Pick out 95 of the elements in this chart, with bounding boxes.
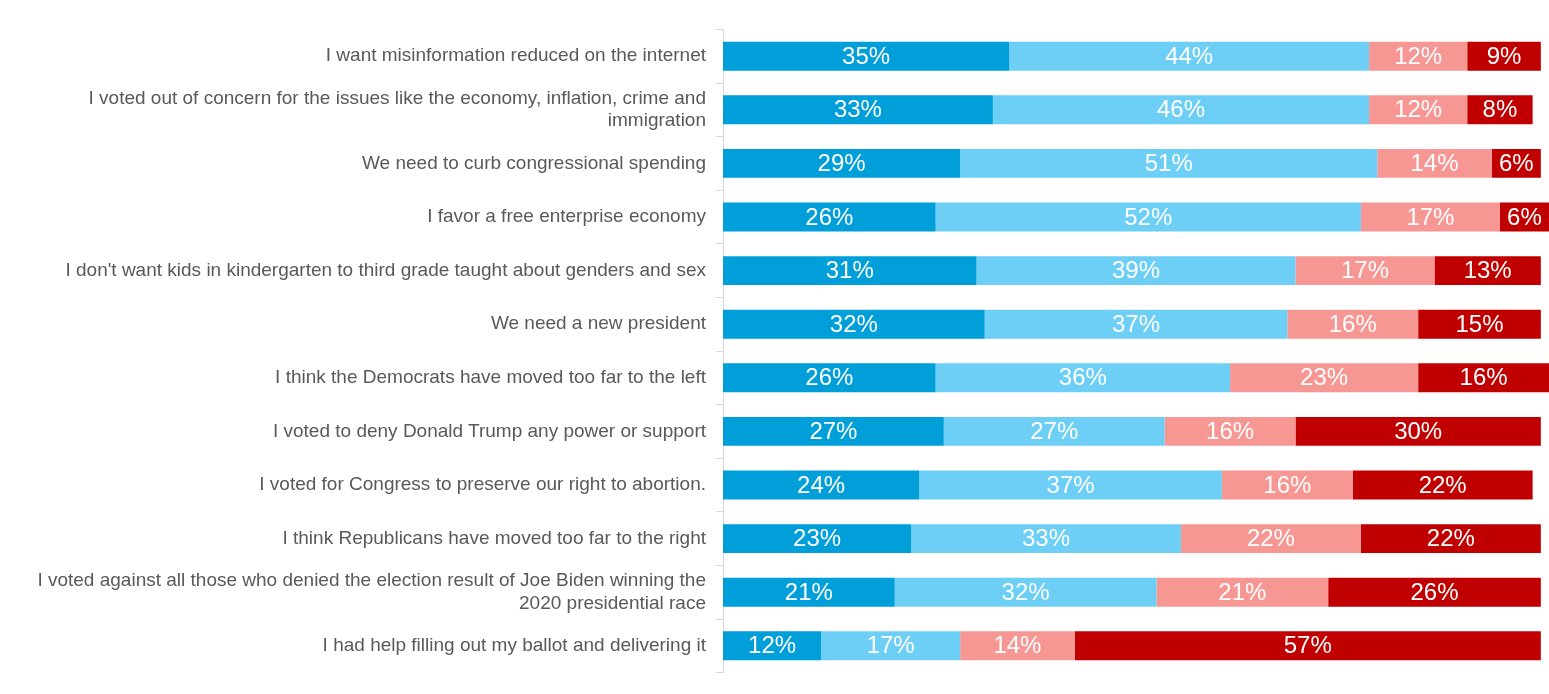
bar bbox=[723, 256, 977, 286]
data-label: 33% bbox=[1022, 524, 1071, 552]
data-label: 46% bbox=[1156, 95, 1205, 123]
bar bbox=[1156, 577, 1329, 607]
y-tick-label: I voted against all those who denied the election result of Joe Biden winning the 2020 presidential race bbox=[37, 569, 706, 613]
data-label: 57% bbox=[1283, 631, 1332, 659]
data-label: 21% bbox=[784, 577, 833, 605]
data-label: 16% bbox=[1328, 309, 1377, 337]
bar bbox=[723, 148, 961, 178]
y-tick-label: I voted for Congress to preserve our right to abortion. bbox=[259, 473, 706, 495]
bar bbox=[1328, 577, 1541, 607]
bar bbox=[1418, 309, 1541, 339]
bar bbox=[1230, 363, 1419, 393]
bar bbox=[960, 631, 1075, 661]
bar bbox=[723, 202, 936, 232]
bar bbox=[919, 470, 1222, 500]
data-label: 27% bbox=[809, 417, 858, 445]
bar bbox=[723, 363, 936, 393]
data-label: 33% bbox=[833, 95, 882, 123]
bar bbox=[984, 309, 1288, 339]
bar bbox=[1295, 256, 1435, 286]
y-tick-label: We need to curb congressional spending bbox=[362, 151, 706, 173]
y-tick-label: I want misinformation reduced on the internet bbox=[325, 44, 707, 66]
data-label: 14% bbox=[993, 631, 1042, 659]
bar bbox=[1009, 41, 1370, 71]
y-tick-label: I favor a free enterprise economy bbox=[427, 205, 707, 227]
bar bbox=[723, 309, 985, 339]
bar bbox=[821, 631, 961, 661]
data-label: 44% bbox=[1165, 41, 1214, 69]
bar bbox=[935, 202, 1361, 232]
data-label: 21% bbox=[1218, 577, 1267, 605]
y-tick-label: I had help filling out my ballot and delivering it bbox=[322, 634, 707, 656]
bar bbox=[943, 416, 1165, 446]
data-label: 9% bbox=[1486, 41, 1522, 69]
data-label: 12% bbox=[1394, 95, 1443, 123]
data-label: 17% bbox=[1340, 256, 1390, 284]
data-label: 26% bbox=[805, 202, 854, 230]
data-label: 24% bbox=[797, 470, 846, 498]
data-label: 6% bbox=[1507, 202, 1542, 230]
bar bbox=[1180, 524, 1361, 554]
bar bbox=[723, 524, 912, 554]
data-label: 16% bbox=[1206, 417, 1255, 445]
y-tick-label: We need a new president bbox=[490, 312, 707, 334]
y-tick-label: I think Republicans have moved too far to the right bbox=[282, 526, 707, 548]
data-label: 29% bbox=[817, 149, 866, 177]
data-label: 17% bbox=[1406, 202, 1455, 230]
bar bbox=[935, 363, 1231, 393]
data-label: 16% bbox=[1459, 363, 1508, 391]
bar bbox=[976, 256, 1296, 286]
bar bbox=[1287, 309, 1419, 339]
data-label: 26% bbox=[805, 363, 854, 391]
data-label: 35% bbox=[842, 41, 891, 69]
bar bbox=[723, 577, 895, 607]
data-label: 32% bbox=[1001, 577, 1050, 605]
data-label: 12% bbox=[1394, 41, 1443, 69]
data-label: 52% bbox=[1124, 202, 1173, 230]
bar bbox=[723, 95, 993, 125]
data-label: 17% bbox=[866, 631, 915, 659]
data-label: 23% bbox=[793, 524, 842, 552]
y-tick-label: I don't want kids in kindergarten to third grade taught about genders and sex bbox=[65, 258, 707, 280]
data-label: 16% bbox=[1263, 470, 1312, 498]
bar bbox=[1418, 363, 1549, 393]
y-tick-label: I voted out of concern for the issues like the economy, inflation, crime and immigration bbox=[88, 86, 706, 131]
data-label: 13% bbox=[1463, 256, 1512, 284]
bar bbox=[960, 148, 1378, 178]
data-label: 39% bbox=[1111, 256, 1161, 284]
bar bbox=[1295, 416, 1541, 446]
data-label: 6% bbox=[1498, 149, 1534, 177]
data-label: 31% bbox=[825, 256, 874, 284]
data-label: 22% bbox=[1246, 524, 1295, 552]
data-label: 12% bbox=[748, 631, 797, 659]
data-label: 30% bbox=[1394, 417, 1443, 445]
data-label: 23% bbox=[1300, 363, 1349, 391]
y-tick-label: I think the Democrats have moved too far to the left bbox=[275, 366, 707, 388]
data-label: 14% bbox=[1410, 149, 1459, 177]
bar bbox=[723, 416, 944, 446]
data-label: 8% bbox=[1482, 95, 1518, 123]
data-label: 37% bbox=[1046, 470, 1095, 498]
bar bbox=[992, 95, 1370, 125]
y-tick-label: I voted to deny Donald Trump any power or support bbox=[272, 419, 707, 441]
data-label: 15% bbox=[1455, 309, 1504, 337]
data-label: 36% bbox=[1058, 363, 1107, 391]
data-label: 26% bbox=[1410, 577, 1459, 605]
data-label: 32% bbox=[829, 309, 878, 337]
bar bbox=[1360, 524, 1541, 554]
bar bbox=[1074, 631, 1541, 661]
data-label: 22% bbox=[1426, 524, 1475, 552]
data-label: 27% bbox=[1030, 417, 1079, 445]
data-label: 22% bbox=[1418, 470, 1467, 498]
data-label: 37% bbox=[1111, 309, 1161, 337]
bar bbox=[911, 524, 1181, 554]
bar bbox=[723, 470, 920, 500]
bar bbox=[894, 577, 1157, 607]
bar bbox=[723, 41, 1010, 71]
data-label: 51% bbox=[1144, 149, 1193, 177]
